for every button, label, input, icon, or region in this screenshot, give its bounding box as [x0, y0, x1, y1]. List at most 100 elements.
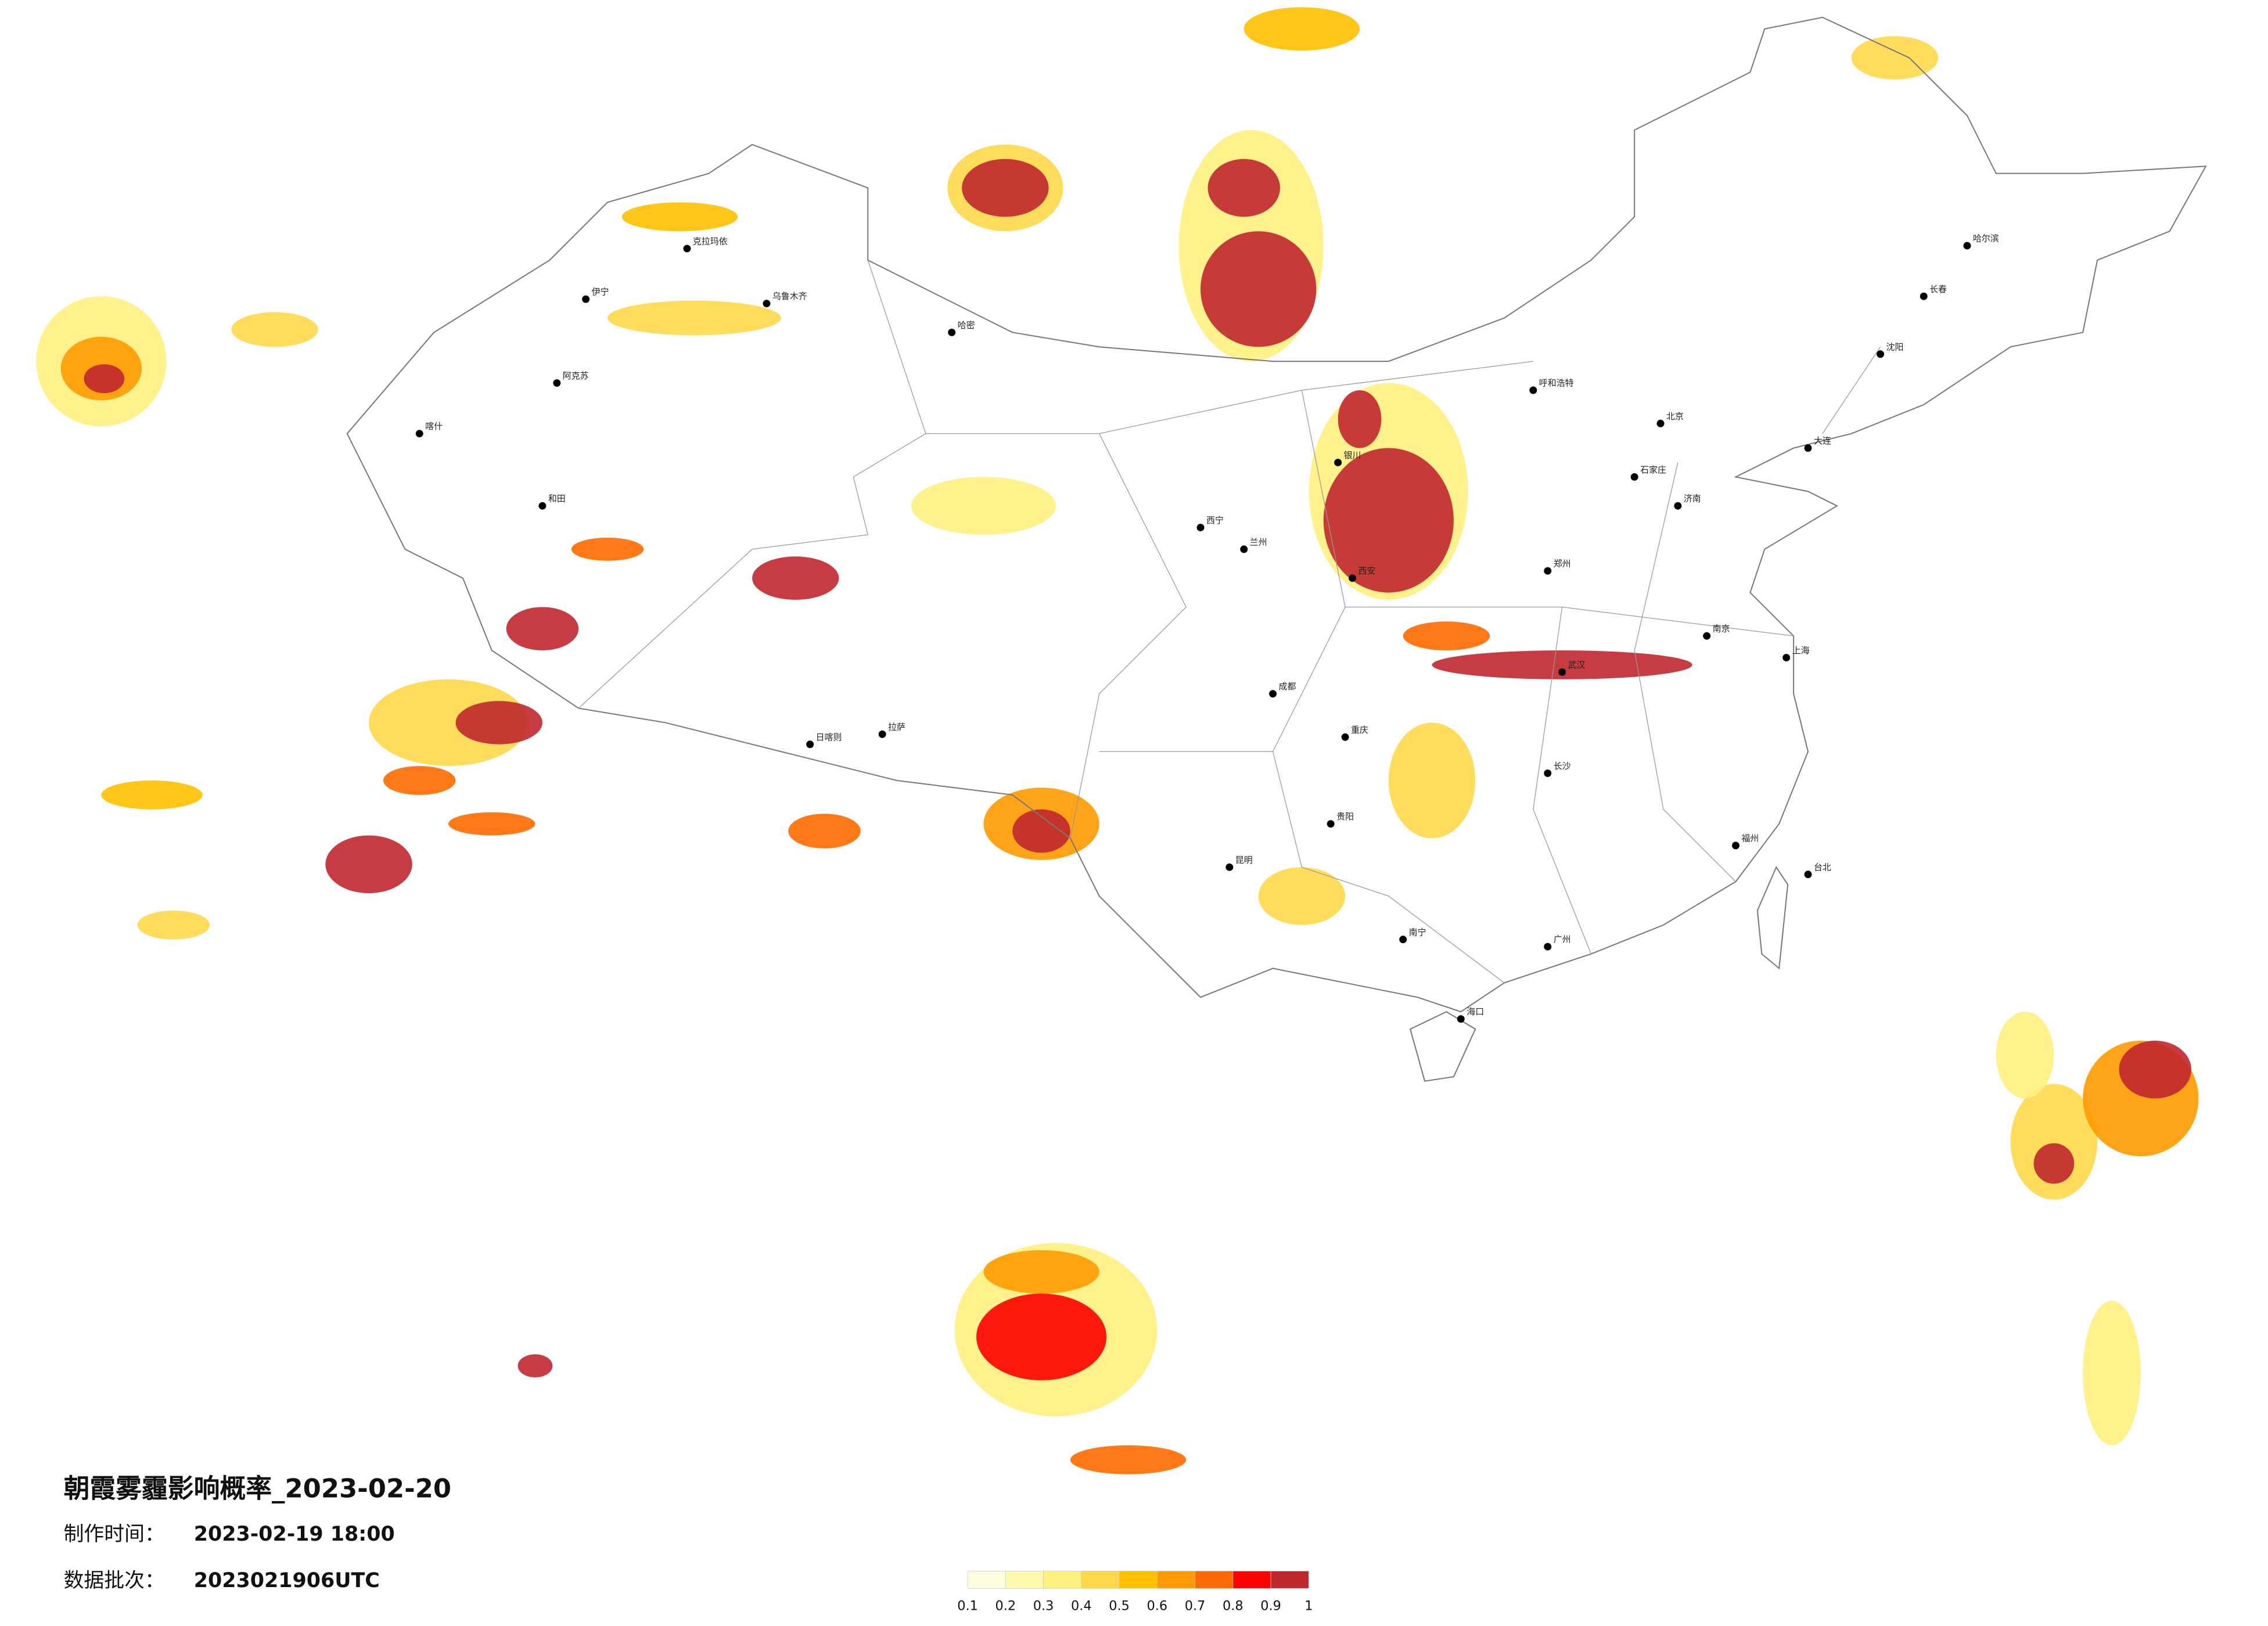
city-dot: [1334, 458, 1342, 466]
city-label: 兰州: [1250, 537, 1267, 547]
city-label: 南京: [1713, 624, 1730, 634]
legend-tick-label: 0.1: [957, 1599, 978, 1614]
city-dot: [1269, 690, 1277, 698]
haze-area: [2119, 1041, 2192, 1099]
city-dot: [1457, 1015, 1465, 1023]
city-label: 沈阳: [1886, 341, 1904, 352]
legend-swatch: [1043, 1571, 1082, 1589]
haze-area: [962, 159, 1049, 217]
haze-area: [383, 766, 456, 795]
haze-area: [1851, 36, 1939, 80]
city-dot: [582, 295, 590, 303]
haze-area: [788, 814, 861, 848]
haze-area: [1243, 7, 1360, 51]
city-label: 石家庄: [1640, 465, 1666, 475]
city-dot: [1732, 841, 1739, 850]
city-label: 南宁: [1409, 927, 1426, 937]
city-label: 上海: [1792, 645, 1810, 656]
city-dot: [1544, 769, 1552, 778]
city-label: 广州: [1554, 934, 1571, 945]
city-label: 乌鲁木齐: [772, 291, 807, 301]
city-label: 郑州: [1554, 559, 1571, 569]
legend-swatch: [1232, 1571, 1271, 1589]
haze-area: [1388, 722, 1476, 839]
haze-area: [2083, 1301, 2141, 1445]
haze-area: [231, 312, 318, 347]
legend-swatch: [1270, 1571, 1309, 1589]
city-dot: [1349, 574, 1357, 582]
city-dot: [1920, 292, 1928, 300]
city-dot: [1399, 936, 1407, 944]
legend-swatch: [1156, 1571, 1195, 1589]
city-label: 贵阳: [1336, 811, 1354, 822]
city-dot: [806, 740, 814, 749]
city-label: 西宁: [1206, 515, 1224, 526]
city-label: 长春: [1929, 284, 1947, 294]
batch: 2023021906UTC: [194, 1569, 380, 1592]
legend-tick-label: 0.6: [1147, 1599, 1168, 1614]
haze-area: [137, 911, 210, 940]
haze-area: [607, 300, 781, 336]
city-dot: [763, 300, 771, 308]
city-label: 克拉玛依: [693, 236, 728, 247]
city-dot: [683, 244, 691, 253]
haze-area: [369, 679, 529, 767]
city-dot: [878, 730, 886, 738]
city-label: 重庆: [1351, 725, 1368, 735]
city-dot: [1656, 419, 1665, 427]
legend-tick-label: 0.2: [995, 1599, 1016, 1614]
city-label: 台北: [1814, 862, 1831, 872]
haze-area: [621, 202, 738, 232]
city-label: 拉萨: [888, 722, 905, 732]
legend-swatch: [1081, 1571, 1120, 1589]
city-label: 日喀则: [816, 732, 842, 742]
haze-area: [1258, 867, 1346, 925]
city-label: 大连: [1814, 436, 1831, 446]
probability-field: [36, 7, 2199, 1474]
city-dot: [1877, 350, 1885, 358]
city-dot: [1225, 863, 1234, 871]
city-dot: [538, 502, 547, 510]
city-dot: [1529, 386, 1537, 394]
legend-tick-label: 0.4: [1071, 1599, 1092, 1614]
haze-area: [84, 364, 125, 393]
city-label: 喀什: [425, 421, 443, 431]
city-dot: [553, 379, 561, 387]
haze-area: [325, 835, 412, 894]
city-label: 银川: [1344, 450, 1361, 461]
city-dot: [1674, 502, 1682, 510]
city-label: 武汉: [1568, 660, 1586, 670]
haze-area: [2010, 1084, 2098, 1200]
city-dot: [415, 430, 423, 438]
city-label: 福州: [1741, 833, 1759, 844]
haze-area: [506, 607, 579, 650]
city-label: 海口: [1467, 1006, 1484, 1017]
haze-area: [911, 477, 1056, 535]
city-label: 西安: [1358, 566, 1376, 576]
haze-area: [752, 556, 839, 600]
city-dot: [1544, 567, 1552, 575]
city-label: 和田: [548, 494, 566, 504]
haze-area: [1432, 650, 1692, 679]
city-label: 哈密: [958, 320, 975, 330]
haze-area: [571, 537, 644, 561]
city-label: 哈尔滨: [1973, 233, 1999, 244]
legend-tick-label: 0.9: [1260, 1599, 1281, 1614]
city-label: 长沙: [1554, 761, 1571, 771]
city-dot: [1804, 444, 1812, 452]
city-dot: [1703, 632, 1711, 640]
city-dot: [1341, 733, 1349, 741]
legend-tick-label: 1: [1304, 1599, 1313, 1614]
haze-area: [983, 1250, 1099, 1294]
haze-area: [1012, 809, 1070, 853]
haze-area: [1323, 448, 1454, 593]
made-time: 2023-02-19 18:00: [194, 1523, 395, 1546]
haze-area: [101, 780, 203, 810]
city-dot: [1327, 820, 1335, 828]
city-dot: [1558, 668, 1566, 676]
city-dot: [1963, 242, 1971, 250]
haze-area: [1201, 231, 1317, 347]
